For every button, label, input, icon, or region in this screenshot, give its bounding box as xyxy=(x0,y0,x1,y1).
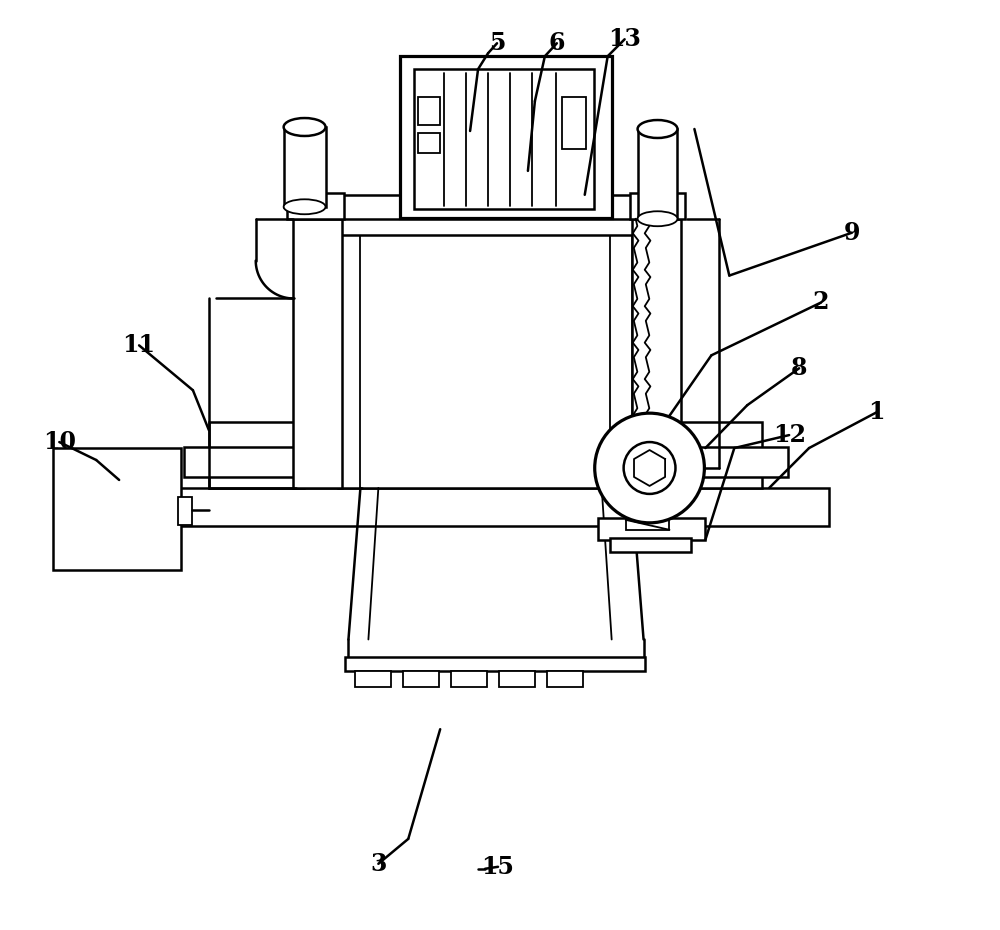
Ellipse shape xyxy=(638,120,677,138)
Bar xyxy=(610,538,691,551)
Text: 8: 8 xyxy=(791,356,807,380)
Text: 13: 13 xyxy=(608,27,641,51)
Bar xyxy=(547,671,583,687)
Bar xyxy=(403,671,439,687)
Bar xyxy=(293,219,342,488)
Bar xyxy=(667,422,762,488)
Text: 1: 1 xyxy=(869,400,885,424)
Bar xyxy=(293,194,679,219)
Bar xyxy=(414,69,594,208)
Text: 10: 10 xyxy=(43,430,76,454)
Bar xyxy=(562,97,586,149)
Text: 3: 3 xyxy=(370,852,387,876)
Text: 5: 5 xyxy=(489,32,505,55)
Bar xyxy=(178,497,192,525)
Bar xyxy=(598,518,705,539)
Bar xyxy=(53,448,181,570)
Bar xyxy=(345,658,645,671)
Bar xyxy=(355,671,391,687)
Ellipse shape xyxy=(284,118,326,136)
Bar xyxy=(161,488,829,525)
Ellipse shape xyxy=(284,199,326,214)
Bar xyxy=(632,219,681,488)
Bar xyxy=(451,671,487,687)
Bar xyxy=(400,56,612,218)
Bar xyxy=(287,193,344,219)
Bar xyxy=(284,127,326,206)
Text: 2: 2 xyxy=(813,290,829,314)
Bar xyxy=(626,520,669,530)
Bar xyxy=(209,422,304,488)
Text: 6: 6 xyxy=(549,32,565,55)
Bar xyxy=(499,671,535,687)
Bar xyxy=(649,447,788,477)
Bar xyxy=(418,97,440,125)
Ellipse shape xyxy=(638,211,677,226)
Circle shape xyxy=(595,413,704,523)
Bar xyxy=(638,129,677,219)
Bar xyxy=(313,217,662,234)
Bar xyxy=(184,447,324,477)
Circle shape xyxy=(624,442,675,494)
Bar xyxy=(338,232,632,488)
Bar xyxy=(630,193,685,219)
Text: 9: 9 xyxy=(844,220,860,245)
Bar xyxy=(418,133,440,153)
Text: 11: 11 xyxy=(123,333,156,357)
Text: 15: 15 xyxy=(482,855,514,879)
Text: 12: 12 xyxy=(773,423,806,447)
